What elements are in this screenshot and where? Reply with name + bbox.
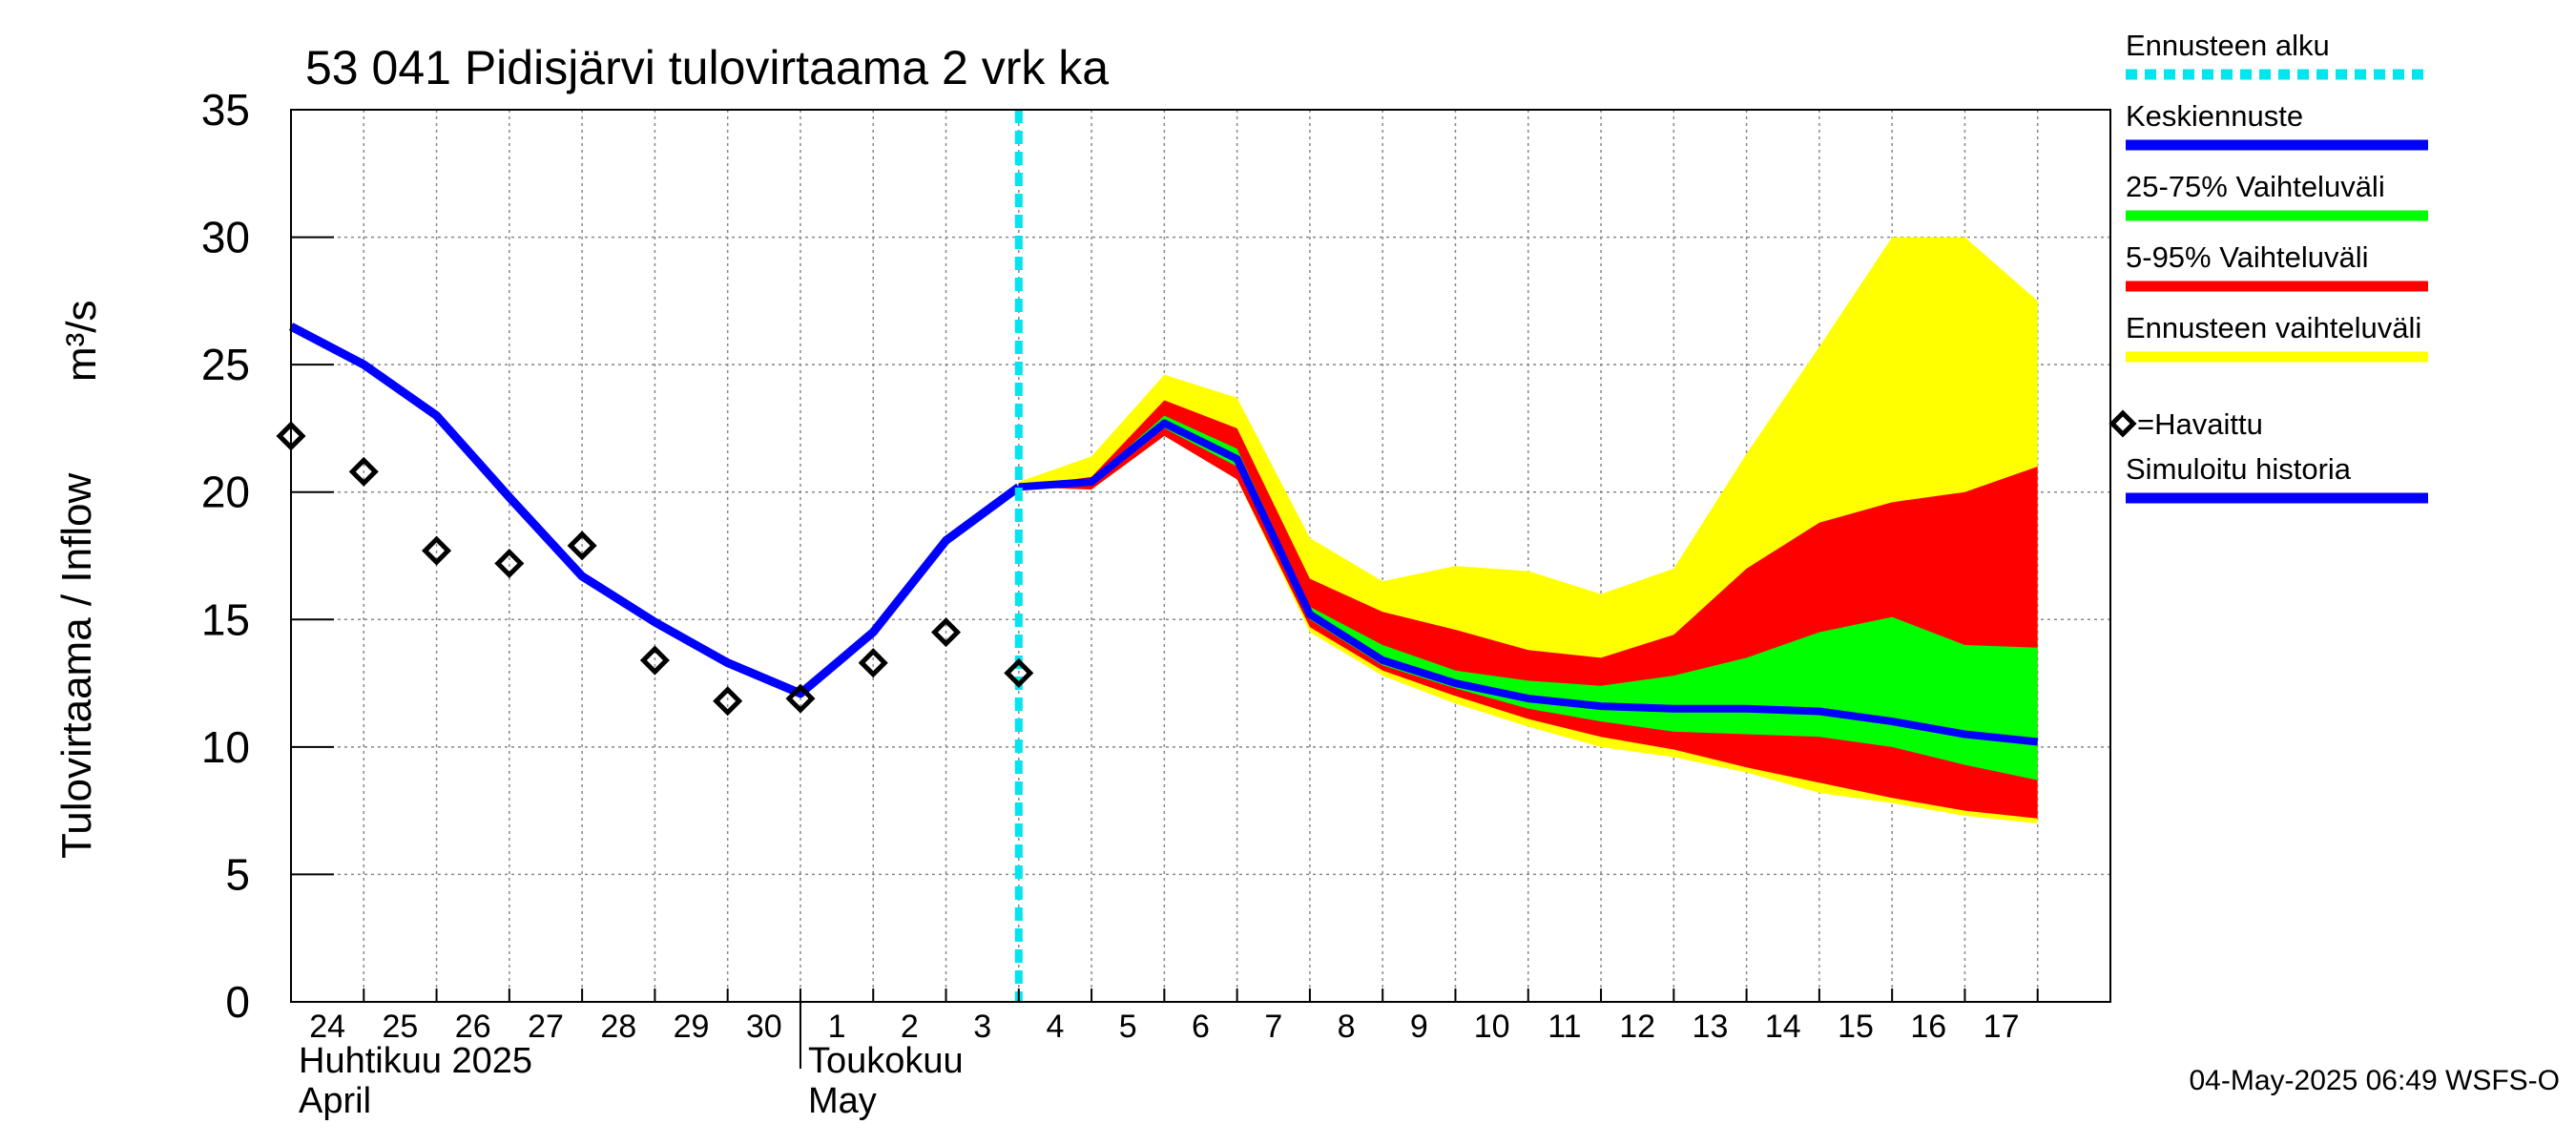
y-axis-ticks: 0 5 10 15 20 25 30 35 — [201, 85, 334, 1027]
x-tick-label: 29 — [674, 1009, 710, 1045]
x-tick-label: 10 — [1474, 1009, 1510, 1045]
simulated-history-line — [288, 323, 1022, 698]
y-tick-label: 5 — [225, 849, 250, 899]
plot-area — [276, 109, 2111, 1003]
month-label-fi: Toukokuu — [808, 1041, 964, 1081]
legend-label: Keskiennuste — [2126, 99, 2303, 133]
x-tick-label: 11 — [1548, 1009, 1581, 1045]
legend-marker-observed — [2109, 409, 2137, 438]
x-tick-label: 5 — [1119, 1009, 1137, 1045]
x-tick-label: 25 — [383, 1009, 419, 1045]
y-tick-label: 20 — [201, 468, 250, 517]
y-tick-label: 0 — [225, 977, 250, 1027]
observed-point — [639, 645, 670, 676]
x-tick-label: 28 — [600, 1009, 636, 1045]
x-tick-label: 7 — [1264, 1009, 1282, 1045]
month-label-en: April — [299, 1081, 371, 1121]
observed-point — [785, 683, 816, 714]
y-tick-label: 30 — [201, 213, 250, 262]
x-tick-label: 14 — [1765, 1009, 1801, 1045]
observed-point — [348, 456, 379, 487]
legend: Ennusteen alku Keskiennuste 25-75% Vaihtel… — [2109, 29, 2428, 504]
month-label-fi: Huhtikuu 2025 — [299, 1041, 532, 1081]
x-tick-label: 15 — [1838, 1009, 1874, 1045]
series-lines — [288, 110, 2039, 1002]
legend-label: Ennusteen alku — [2126, 29, 2330, 62]
x-tick-label: 27 — [528, 1009, 564, 1045]
legend-label: 25-75% Vaihteluväli — [2126, 170, 2385, 203]
x-tick-label: 12 — [1619, 1009, 1655, 1045]
x-tick-label: 1 — [828, 1009, 846, 1045]
y-axis-unit: m³/s — [58, 300, 105, 382]
x-tick-label: 6 — [1192, 1009, 1210, 1045]
x-tick-label: 30 — [746, 1009, 782, 1045]
x-tick-label: 8 — [1338, 1009, 1356, 1045]
x-tick-label: 4 — [1046, 1009, 1064, 1045]
observed-point — [930, 617, 962, 648]
observed-point — [713, 686, 743, 717]
x-tick-label: 2 — [901, 1009, 919, 1045]
legend-label: =Havaittu — [2137, 407, 2263, 441]
median-forecast-line — [1018, 419, 2039, 746]
y-tick-label: 15 — [201, 594, 250, 644]
timestamp: 04-May-2025 06:49 WSFS-O — [2190, 1065, 2561, 1096]
observed-point — [494, 548, 525, 579]
y-tick-label: 35 — [201, 85, 250, 135]
observed-point — [858, 648, 888, 678]
x-tick-label: 24 — [309, 1009, 345, 1045]
legend-label: 5-95% Vaihteluväli — [2126, 240, 2368, 274]
plot-frame — [290, 109, 2111, 1003]
x-tick-label: 9 — [1410, 1009, 1428, 1045]
observed-point — [1004, 657, 1034, 688]
x-tick-label: 13 — [1693, 1009, 1729, 1045]
x-tick-label: 16 — [1910, 1009, 1946, 1045]
band-25-75 — [1018, 415, 2038, 781]
x-axis-ticks: 24 25 26 27 28 29 30 1 2 3 4 5 6 7 8 9 10 11 12 13 14 15 16 17 — [290, 989, 2111, 1045]
y-tick-label: 25 — [201, 340, 250, 389]
y-tick-label: 10 — [201, 722, 250, 772]
observed-point — [422, 535, 452, 566]
y-axis-label: Tulovirtaama / Inflow — [53, 472, 100, 859]
legend-label: Ennusteen vaihteluväli — [2126, 311, 2421, 344]
x-tick-label: 17 — [1984, 1009, 2020, 1045]
observed-point — [567, 531, 597, 561]
chart-title: 53 041 Pidisjärvi tulovirtaama 2 vrk ka — [305, 41, 1109, 94]
observed-markers — [276, 421, 1034, 717]
x-tick-label: 3 — [973, 1009, 991, 1045]
x-tick-label: 26 — [455, 1009, 491, 1045]
month-label-en: May — [808, 1081, 877, 1121]
legend-label: Simuloitu historia — [2126, 452, 2352, 486]
